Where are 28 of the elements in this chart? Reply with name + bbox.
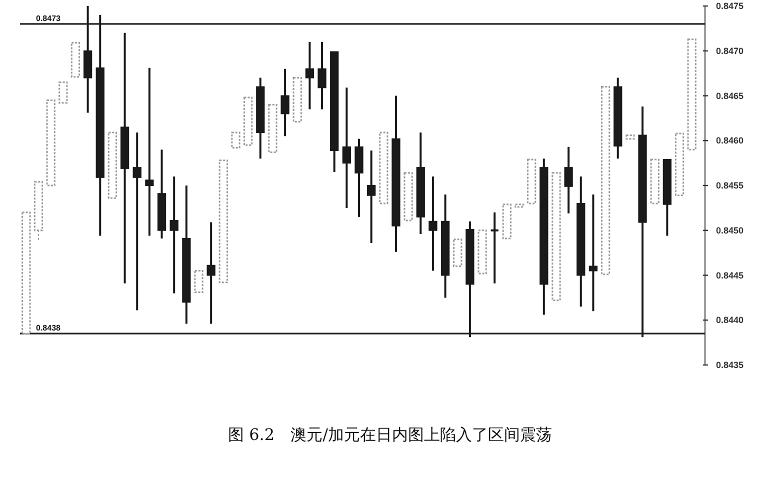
candlestick <box>58 82 68 104</box>
candlestick <box>564 146 573 214</box>
candlestick <box>588 193 598 312</box>
ref-line-label: 0.8438 <box>36 324 62 333</box>
candlestick <box>206 221 216 325</box>
y-tick-label: 0.8465 <box>716 90 744 101</box>
ref-line-label: 0.8473 <box>36 14 62 23</box>
y-tick-label: 0.8455 <box>716 180 744 190</box>
candlestick <box>318 40 326 110</box>
y-tick-label: 0.8445 <box>716 270 744 280</box>
candlestick <box>145 66 154 237</box>
y-tick-label: 0.8450 <box>716 225 744 236</box>
candlestick <box>490 211 500 284</box>
text: 图 6.2 澳元/加元在日内图上陷入了区间震荡 <box>228 425 552 444</box>
candlestick <box>194 270 204 294</box>
candlestick <box>170 176 178 294</box>
candlestick <box>280 68 290 138</box>
candlestick <box>428 176 438 272</box>
candlestick <box>132 132 142 312</box>
candlestick <box>305 40 314 110</box>
y-tick-label: 0.8440 <box>716 315 744 326</box>
y-tick-label: 0.8460 <box>716 136 744 146</box>
y-tick-label: 0.8435 <box>716 360 744 370</box>
candlestick <box>367 149 376 244</box>
candlestick <box>342 86 351 209</box>
y-tick-label: 0.8475 <box>716 1 744 11</box>
candlestick <box>231 132 240 149</box>
y-tick-label: 0.8470 <box>716 46 744 56</box>
